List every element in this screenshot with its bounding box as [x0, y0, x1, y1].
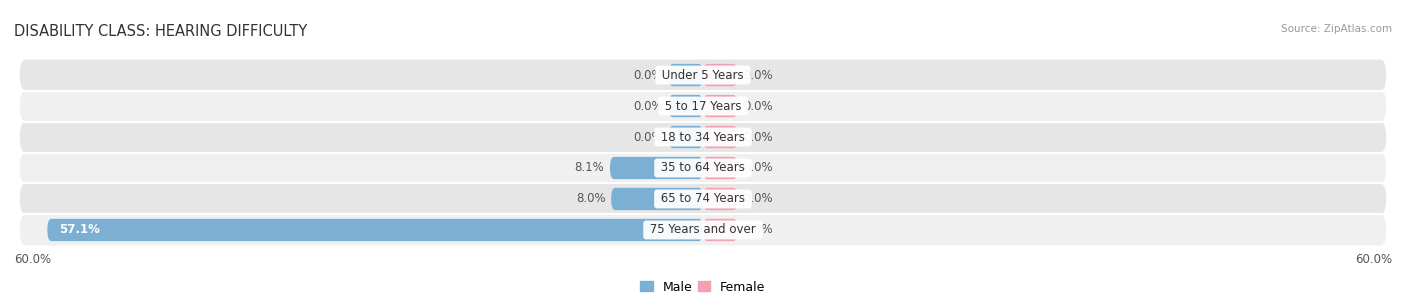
Text: 18 to 34 Years: 18 to 34 Years [657, 131, 749, 144]
Text: 0.0%: 0.0% [744, 224, 773, 236]
Text: Source: ZipAtlas.com: Source: ZipAtlas.com [1281, 24, 1392, 34]
FancyBboxPatch shape [20, 91, 1386, 121]
FancyBboxPatch shape [20, 59, 1386, 91]
FancyBboxPatch shape [703, 219, 738, 241]
FancyBboxPatch shape [610, 157, 703, 179]
FancyBboxPatch shape [669, 95, 703, 117]
Text: 75 Years and over: 75 Years and over [647, 224, 759, 236]
Text: 0.0%: 0.0% [633, 99, 662, 113]
FancyBboxPatch shape [20, 121, 1386, 152]
Text: 0.0%: 0.0% [744, 161, 773, 174]
FancyBboxPatch shape [703, 95, 738, 117]
FancyBboxPatch shape [669, 64, 703, 86]
Text: 5 to 17 Years: 5 to 17 Years [661, 99, 745, 113]
Text: DISABILITY CLASS: HEARING DIFFICULTY: DISABILITY CLASS: HEARING DIFFICULTY [14, 24, 308, 39]
FancyBboxPatch shape [20, 214, 1386, 246]
Text: 8.0%: 8.0% [576, 192, 606, 206]
FancyBboxPatch shape [703, 64, 738, 86]
FancyBboxPatch shape [703, 126, 738, 148]
Text: Under 5 Years: Under 5 Years [658, 69, 748, 81]
Text: 0.0%: 0.0% [633, 131, 662, 144]
Text: 0.0%: 0.0% [744, 131, 773, 144]
FancyBboxPatch shape [20, 184, 1386, 214]
FancyBboxPatch shape [48, 219, 703, 241]
Text: 57.1%: 57.1% [59, 224, 100, 236]
Text: 60.0%: 60.0% [14, 253, 51, 266]
Legend: Male, Female: Male, Female [636, 275, 770, 299]
Text: 0.0%: 0.0% [744, 69, 773, 81]
Text: 0.0%: 0.0% [744, 99, 773, 113]
Text: 0.0%: 0.0% [744, 192, 773, 206]
Text: 65 to 74 Years: 65 to 74 Years [657, 192, 749, 206]
FancyBboxPatch shape [20, 152, 1386, 184]
Text: 60.0%: 60.0% [1355, 253, 1392, 266]
FancyBboxPatch shape [703, 188, 738, 210]
Text: 0.0%: 0.0% [633, 69, 662, 81]
FancyBboxPatch shape [612, 188, 703, 210]
FancyBboxPatch shape [669, 126, 703, 148]
FancyBboxPatch shape [703, 157, 738, 179]
Text: 35 to 64 Years: 35 to 64 Years [657, 161, 749, 174]
Text: 8.1%: 8.1% [575, 161, 605, 174]
